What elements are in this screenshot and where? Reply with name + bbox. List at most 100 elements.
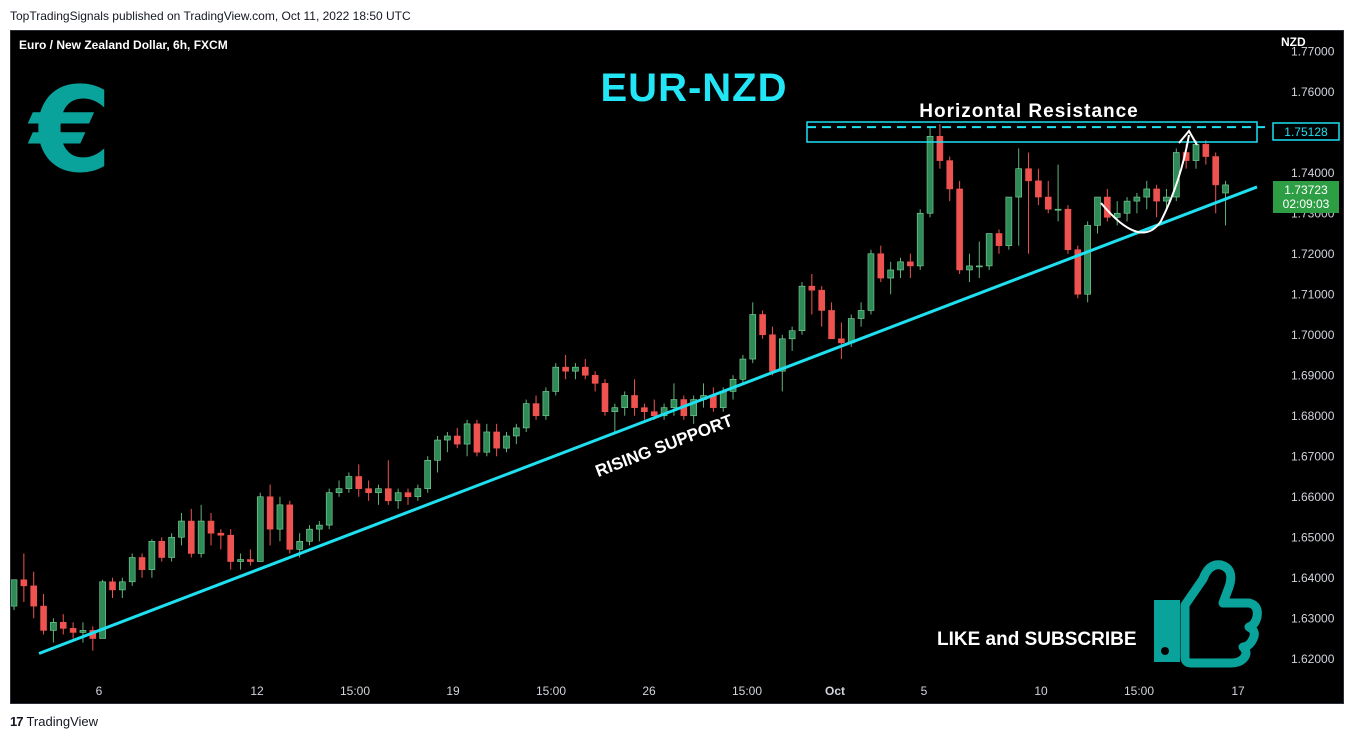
candle[interactable] xyxy=(769,326,776,376)
candle[interactable] xyxy=(975,241,983,279)
candle[interactable] xyxy=(188,508,195,558)
candle[interactable] xyxy=(316,521,323,542)
candle[interactable] xyxy=(1094,196,1101,234)
candle[interactable] xyxy=(581,359,589,380)
candle[interactable] xyxy=(335,480,343,497)
candle[interactable] xyxy=(1143,180,1151,210)
candle[interactable] xyxy=(40,593,47,635)
candle[interactable] xyxy=(513,423,520,445)
candle[interactable] xyxy=(138,553,146,578)
candle[interactable] xyxy=(1084,221,1091,303)
candle[interactable] xyxy=(355,464,363,497)
candle[interactable] xyxy=(601,379,609,416)
candle[interactable] xyxy=(621,391,629,416)
candle[interactable] xyxy=(1163,188,1170,210)
candle[interactable] xyxy=(1005,196,1013,250)
candle[interactable] xyxy=(483,423,491,457)
candle[interactable] xyxy=(276,496,284,542)
candle[interactable] xyxy=(168,533,175,562)
price-chart[interactable]: 1.62000 1.63000 1.64000 1.65000 1.66000 1.670… xyxy=(11,31,1345,705)
candle[interactable] xyxy=(109,577,116,598)
candle[interactable] xyxy=(11,579,18,611)
candle[interactable] xyxy=(158,537,166,562)
candle[interactable] xyxy=(30,571,38,619)
candle[interactable] xyxy=(788,326,796,351)
candle[interactable] xyxy=(444,431,451,453)
candle[interactable] xyxy=(453,427,461,449)
candle[interactable] xyxy=(897,257,904,279)
candle[interactable] xyxy=(532,395,540,420)
candle[interactable] xyxy=(1222,180,1229,226)
candle[interactable] xyxy=(237,553,244,570)
candle[interactable] xyxy=(1202,140,1210,165)
candle[interactable] xyxy=(256,492,264,562)
candle[interactable] xyxy=(956,180,963,274)
candle[interactable] xyxy=(778,334,786,392)
candle[interactable] xyxy=(217,529,225,550)
candle[interactable] xyxy=(591,371,599,392)
candle[interactable] xyxy=(562,355,569,380)
candle[interactable] xyxy=(375,484,382,505)
candle[interactable] xyxy=(828,302,835,340)
candle[interactable] xyxy=(1123,197,1131,222)
candle[interactable] xyxy=(808,274,816,315)
candle[interactable] xyxy=(404,488,412,505)
candle[interactable] xyxy=(739,355,747,384)
candle[interactable] xyxy=(877,245,885,283)
candle[interactable] xyxy=(966,253,973,283)
candle[interactable] xyxy=(384,460,392,505)
candle[interactable] xyxy=(867,249,875,315)
candle[interactable] xyxy=(700,383,707,408)
candle[interactable] xyxy=(1035,168,1042,206)
candle[interactable] xyxy=(1133,193,1141,214)
candle[interactable] xyxy=(857,302,865,327)
candle[interactable] xyxy=(749,302,757,364)
candle[interactable] xyxy=(178,512,185,546)
candle[interactable] xyxy=(552,363,560,396)
candle[interactable] xyxy=(434,436,441,473)
rising-support-line[interactable] xyxy=(38,185,1258,655)
candle[interactable] xyxy=(916,209,924,270)
candle[interactable] xyxy=(946,156,954,202)
candle[interactable] xyxy=(266,484,274,546)
candle[interactable] xyxy=(394,488,402,509)
candle[interactable] xyxy=(345,472,353,493)
candle[interactable] xyxy=(493,423,500,457)
candle[interactable] xyxy=(424,456,432,493)
candle[interactable] xyxy=(89,626,97,651)
candle[interactable] xyxy=(887,261,894,295)
candle[interactable] xyxy=(995,229,1003,254)
candle[interactable] xyxy=(936,124,944,169)
chart-frame[interactable]: 1.62000 1.63000 1.64000 1.65000 1.66000 1.670… xyxy=(10,30,1344,704)
candle[interactable] xyxy=(128,553,136,586)
candle[interactable] xyxy=(631,379,638,416)
candle[interactable] xyxy=(710,387,717,412)
candle[interactable] xyxy=(907,253,914,279)
resistance-zone[interactable] xyxy=(806,121,1258,143)
candle[interactable] xyxy=(247,549,254,566)
candle[interactable] xyxy=(365,480,372,501)
candle[interactable] xyxy=(148,539,156,578)
candle[interactable] xyxy=(197,504,205,558)
candle[interactable] xyxy=(207,512,215,546)
candle[interactable] xyxy=(1015,148,1023,246)
candle[interactable] xyxy=(611,403,619,432)
candle[interactable] xyxy=(325,488,333,530)
candle[interactable] xyxy=(20,553,28,603)
candle[interactable] xyxy=(690,395,697,424)
candle[interactable] xyxy=(522,399,530,432)
candle[interactable] xyxy=(798,282,806,335)
candle[interactable] xyxy=(1113,201,1121,226)
candle[interactable] xyxy=(818,286,826,327)
candle[interactable] xyxy=(286,500,294,554)
candle[interactable] xyxy=(1153,184,1160,218)
candle[interactable] xyxy=(227,529,234,570)
candle[interactable] xyxy=(1064,205,1072,254)
candle[interactable] xyxy=(572,363,579,380)
candle[interactable] xyxy=(926,128,934,218)
candle[interactable] xyxy=(641,403,648,420)
thumbs-up-icon[interactable] xyxy=(1154,560,1262,668)
candle[interactable] xyxy=(759,310,766,339)
candle[interactable] xyxy=(50,618,57,643)
candle[interactable] xyxy=(1025,152,1032,254)
